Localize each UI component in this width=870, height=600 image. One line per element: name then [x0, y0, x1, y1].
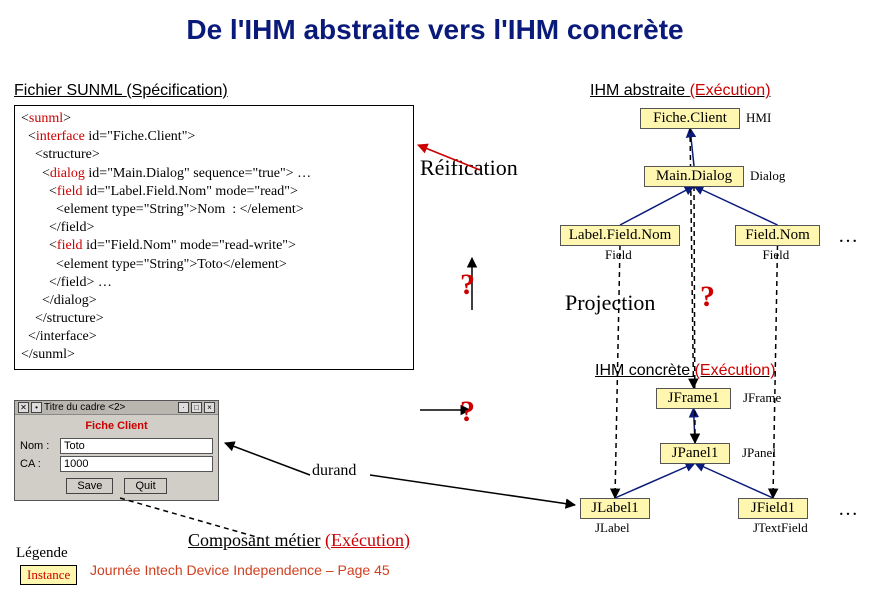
- header-abstract: IHM abstraite (Exécution): [590, 82, 771, 100]
- code-keyword: field: [57, 184, 83, 199]
- footer-text: Journée Intech Device Independence – Pag…: [90, 562, 390, 578]
- abstract-node-field-nom: Field.Nom: [735, 225, 820, 246]
- concrete-node-jframe1-type: JFrame: [743, 390, 781, 406]
- quit-button[interactable]: Quit: [124, 478, 166, 494]
- abstract-node-fiche-client: Fiche.Client: [640, 108, 740, 129]
- ellipsis-0: …: [838, 225, 858, 248]
- mock-row-0-input[interactable]: [60, 438, 213, 454]
- projection-label: Projection: [565, 290, 655, 316]
- abstract-node-field-nom-type: Field: [763, 247, 790, 263]
- code-line: <dialog id="Main.Dialog" sequence="true"…: [21, 165, 407, 183]
- mock-titlebar: ✕ • Titre du cadre <2> · □ ×: [15, 401, 218, 415]
- abstract-node-main-dialog-type: Dialog: [750, 168, 785, 184]
- durand-label: durand: [312, 462, 356, 480]
- legend-title: Légende: [16, 545, 68, 562]
- header-sunml: Fichier SUNML (Spécification): [14, 82, 228, 100]
- abstract-node-label-field-type: Field: [605, 247, 632, 263]
- code-keyword: interface: [36, 129, 85, 144]
- x-icon[interactable]: ×: [204, 402, 215, 413]
- code-keyword: dialog: [50, 166, 85, 181]
- concrete-node-jlabel1: JLabel1: [580, 498, 650, 519]
- question-mark-1: ?: [460, 395, 475, 429]
- mock-row-1: CA :: [20, 456, 213, 472]
- max-icon[interactable]: □: [191, 402, 202, 413]
- concrete-node-jfield1: JField1: [738, 498, 808, 519]
- question-mark-2: ?: [700, 280, 715, 314]
- header-concrete-label: IHM concrète: [595, 362, 690, 379]
- code-line: </sunml>: [21, 346, 407, 364]
- composant-text: Composant métier: [188, 530, 320, 550]
- concrete-node-jpanel1: JPanel1: [660, 443, 730, 464]
- save-button[interactable]: Save: [66, 478, 113, 494]
- mock-window: ✕ • Titre du cadre <2> · □ × Fiche Clien…: [14, 400, 219, 501]
- close-icon[interactable]: ✕: [18, 402, 29, 413]
- code-line: </field> …: [21, 274, 407, 292]
- composant-suffix: (Exécution): [325, 530, 410, 550]
- code-line: <element type="String">Nom : </element>: [21, 201, 407, 219]
- header-sunml-suffix: (Spécification): [126, 82, 227, 99]
- mock-row-0: Nom :: [20, 438, 213, 454]
- code-line: <element type="String">Toto</element>: [21, 256, 407, 274]
- reification-label: Réification: [420, 155, 518, 181]
- code-line: <interface id="Fiche.Client">: [21, 128, 407, 146]
- mock-caption: Fiche Client: [20, 418, 213, 436]
- code-line: </dialog>: [21, 292, 407, 310]
- header-abstract-suffix: (Exécution): [690, 82, 771, 99]
- concrete-node-jframe1: JFrame1: [656, 388, 731, 409]
- header-concrete: IHM concrète (Exécution): [595, 362, 776, 380]
- page-title: De l'IHM abstraite vers l'IHM concrète: [0, 0, 870, 46]
- abstract-node-label-field: Label.Field.Nom: [560, 225, 680, 246]
- mock-body: Fiche Client Nom : CA : Save Quit: [15, 415, 218, 500]
- mock-titlebar-text: Titre du cadre <2>: [44, 402, 125, 413]
- mock-row-0-label: Nom :: [20, 440, 60, 452]
- min-icon[interactable]: ·: [178, 402, 189, 413]
- mock-row-1-label: CA :: [20, 458, 60, 470]
- mock-row-1-input[interactable]: [60, 456, 213, 472]
- code-line: <structure>: [21, 146, 407, 164]
- mock-buttons: Save Quit: [20, 474, 213, 497]
- code-line: </structure>: [21, 310, 407, 328]
- code-keyword: field: [57, 238, 83, 253]
- code-line: </field>: [21, 219, 407, 237]
- legend-instance: Instance: [20, 565, 77, 585]
- code-line: <sunml>: [21, 110, 407, 128]
- concrete-node-jlabel1-type: JLabel: [595, 520, 630, 536]
- ellipsis-1: …: [838, 498, 858, 521]
- code-box: <sunml> <interface id="Fiche.Client"> <s…: [14, 105, 414, 370]
- header-abstract-label: IHM abstraite: [590, 82, 685, 99]
- concrete-node-jfield1-type: JTextField: [753, 520, 808, 536]
- abstract-node-fiche-client-type: HMI: [746, 110, 771, 126]
- header-sunml-label: Fichier SUNML: [14, 82, 122, 99]
- header-concrete-suffix: (Exécution): [695, 362, 776, 379]
- code-line: <field id="Label.Field.Nom" mode="read">: [21, 183, 407, 201]
- code-line: <field id="Field.Nom" mode="read-write">: [21, 237, 407, 255]
- concrete-node-jpanel1-type: JPanel: [742, 445, 776, 461]
- code-keyword: sunml: [29, 111, 63, 126]
- abstract-node-main-dialog: Main.Dialog: [644, 166, 744, 187]
- question-mark-0: ?: [460, 268, 475, 302]
- pin-icon[interactable]: •: [31, 402, 42, 413]
- code-line: </interface>: [21, 328, 407, 346]
- composant-label: Composant métier (Exécution): [188, 530, 410, 551]
